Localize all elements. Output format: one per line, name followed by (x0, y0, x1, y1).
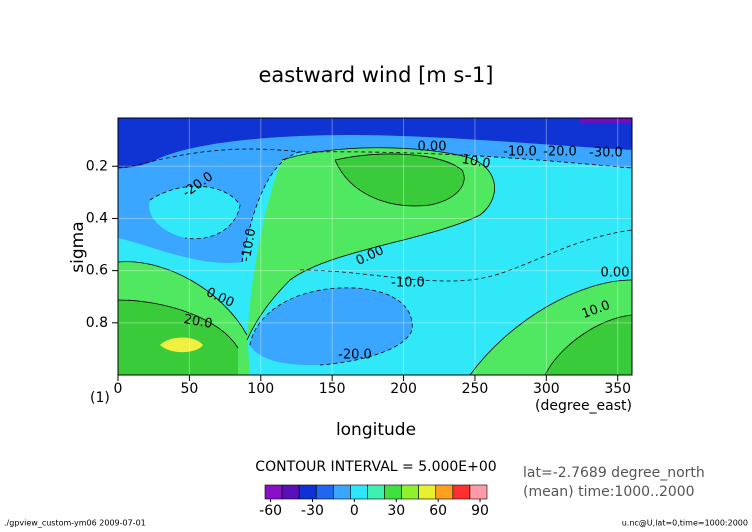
x-axis-unit: (degree_east) (535, 398, 632, 414)
contour-label: 20.0 (182, 312, 213, 332)
x-tick-label: 100 (247, 381, 274, 397)
colorbar-label: -30 (301, 503, 324, 519)
colorbar-label: 90 (471, 503, 489, 519)
x-tick-label: 50 (180, 381, 198, 397)
colorbar-box (435, 484, 454, 500)
fill-region (118, 118, 632, 168)
y-axis-label: sigma (68, 221, 88, 272)
colorbar-box (384, 484, 402, 500)
contour-line (544, 314, 633, 376)
x-tick-label: 250 (462, 381, 489, 397)
colorbar-label: 60 (429, 503, 447, 519)
fill-region (335, 154, 465, 206)
y-tick-label: 0.4 (86, 210, 108, 226)
colorbar-box (367, 484, 385, 500)
fill-region (118, 118, 632, 263)
contour-label: -20.0 (543, 145, 577, 160)
colorbar-box (281, 484, 300, 500)
colorbar-label: -60 (259, 503, 282, 519)
contour-label: -10.0 (239, 227, 260, 263)
colorbar-box (418, 484, 437, 500)
colorbar-label: 30 (387, 503, 405, 519)
colorbar-box (469, 484, 488, 500)
contour-line (334, 153, 465, 207)
contour-line (117, 299, 239, 349)
contour-line (117, 148, 633, 169)
contour-label: 0.00 (601, 266, 630, 281)
colorbar-box (298, 484, 317, 500)
y-tick-label: 0.2 (86, 158, 108, 174)
contour-line (469, 279, 633, 376)
colorbar-box (264, 484, 283, 500)
contour-label: -10.0 (391, 276, 425, 291)
x-axis-label: longitude (336, 420, 416, 440)
info-line: lat=-2.7689 degree_north (523, 465, 705, 481)
panel-label: (1) (90, 390, 110, 406)
colorbar-box (401, 484, 419, 500)
fill-region (118, 300, 238, 375)
x-tick-label: 300 (533, 381, 560, 397)
colorbar: -60 -30 0 30 60 90 (259, 484, 489, 519)
fill-region (545, 315, 632, 375)
y-tick-label: 0.8 (86, 315, 108, 331)
contour-interval: CONTOUR INTERVAL = 5.000E+00 (255, 459, 496, 475)
colorbar-box (315, 484, 334, 500)
fill-region (160, 337, 203, 353)
contour-line (241, 151, 301, 263)
info-line: (mean) time:1000..2000 (523, 484, 695, 500)
contour-label: 0.00 (418, 140, 447, 155)
colorbar-label: 0 (350, 503, 359, 519)
contour-label: 10.0 (460, 152, 491, 172)
colorbar-box (452, 484, 471, 500)
colorbar-box (333, 484, 351, 500)
contour-line (249, 287, 413, 366)
plot-frame (117, 117, 633, 376)
contour-line (117, 261, 248, 336)
y-tick-label: 0.6 (86, 263, 108, 279)
fill-region (149, 186, 240, 239)
x-tick-label: 200 (390, 381, 417, 397)
contour-label: -10.0 (503, 145, 537, 160)
footer-right: u.nc@U,lat=0,time=1000:2000 (622, 519, 748, 528)
contour-lines (117, 147, 633, 376)
x-tick-label: 0 (114, 381, 123, 397)
fill-region (580, 118, 632, 123)
x-tick-label: 150 (319, 381, 346, 397)
footer-left: ./gpview_custom-ym06 2009-07-01 (4, 519, 146, 528)
fill-region (250, 287, 413, 366)
contour-line (299, 229, 633, 282)
x-tick-label: 350 (604, 381, 631, 397)
contour-label: -20.0 (338, 348, 372, 363)
chart-title: eastward wind [m s-1] (259, 63, 494, 87)
contour-label: -30.0 (589, 146, 623, 161)
colorbar-box (350, 484, 368, 500)
contour-line (246, 147, 495, 341)
contour-line (149, 185, 241, 240)
